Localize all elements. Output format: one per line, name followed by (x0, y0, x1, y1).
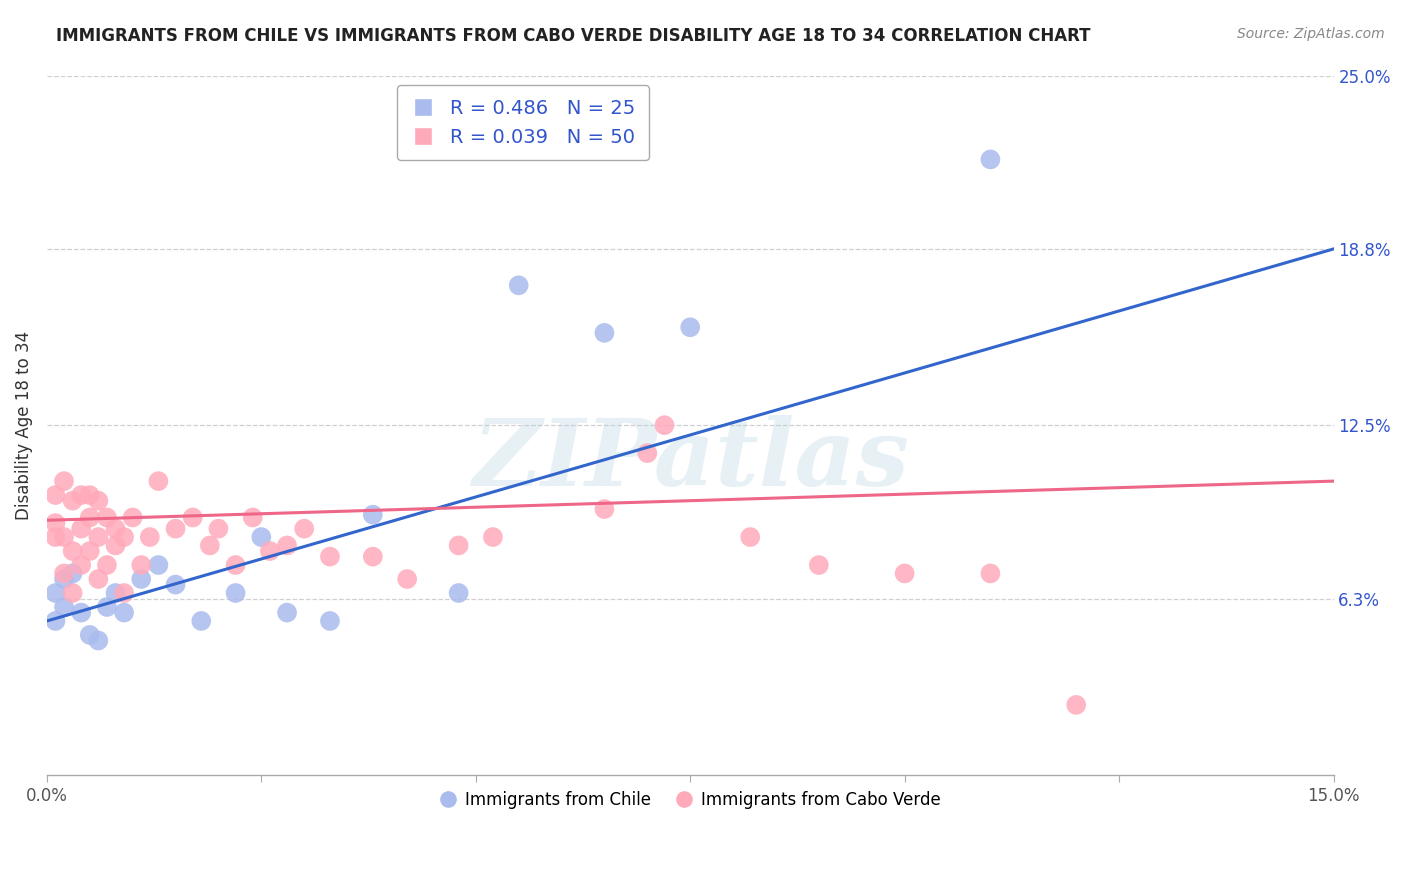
Point (104, 586, 127, 600)
Point (242, 510, 264, 524)
Point (139, 530, 162, 544)
Point (654, 418, 676, 433)
Point (96, 510, 118, 524)
Point (112, 586, 135, 600)
Point (979, 566, 1001, 581)
Point (62, 544, 84, 558)
Legend: Immigrants from Chile, Immigrants from Cabo Verde: Immigrants from Chile, Immigrants from C… (433, 784, 948, 815)
Point (148, 474, 170, 488)
Y-axis label: Disability Age 18 to 34: Disability Age 18 to 34 (15, 331, 32, 520)
Point (361, 549, 384, 564)
Point (207, 522, 229, 536)
Point (292, 522, 315, 536)
Point (198, 538, 221, 552)
Point (447, 538, 470, 552)
Point (148, 558, 170, 572)
Point (96, 599, 118, 614)
Point (70, 558, 93, 572)
Point (893, 566, 915, 581)
Point (53, 474, 76, 488)
Point (319, 614, 342, 628)
Point (740, 530, 762, 544)
Point (508, 278, 530, 293)
Point (53, 599, 76, 614)
Point (276, 538, 298, 552)
Point (112, 606, 135, 620)
Point (165, 522, 187, 536)
Point (53, 530, 76, 544)
Point (87, 633, 110, 648)
Point (104, 522, 127, 536)
Text: IMMIGRANTS FROM CHILE VS IMMIGRANTS FROM CABO VERDE DISABILITY AGE 18 TO 34 CORR: IMMIGRANTS FROM CHILE VS IMMIGRANTS FROM… (56, 27, 1091, 45)
Point (96, 558, 118, 572)
Point (979, 153, 1001, 167)
Point (361, 508, 384, 522)
Point (129, 558, 152, 572)
Point (129, 572, 152, 586)
Point (679, 320, 702, 334)
Point (112, 530, 135, 544)
Point (79, 488, 101, 502)
Point (181, 510, 204, 524)
Point (1064, 698, 1087, 712)
Point (62, 586, 84, 600)
Point (44, 614, 66, 628)
Point (104, 538, 127, 552)
Point (593, 502, 616, 516)
Point (79, 544, 101, 558)
Point (225, 558, 247, 572)
Point (87, 530, 110, 544)
Text: Source: ZipAtlas.com: Source: ZipAtlas.com (1237, 27, 1385, 41)
Point (121, 510, 143, 524)
Point (79, 510, 101, 524)
Point (165, 577, 187, 591)
Point (44, 488, 66, 502)
Point (44, 530, 66, 544)
Point (62, 566, 84, 581)
Point (636, 446, 658, 460)
Point (225, 586, 247, 600)
Point (259, 544, 281, 558)
Point (44, 586, 66, 600)
Point (87, 493, 110, 508)
Point (447, 586, 470, 600)
Point (53, 566, 76, 581)
Point (396, 572, 419, 586)
Point (250, 530, 273, 544)
Point (190, 614, 212, 628)
Point (44, 516, 66, 530)
Point (319, 549, 342, 564)
Point (70, 488, 93, 502)
Point (87, 572, 110, 586)
Point (807, 558, 830, 572)
Point (482, 530, 505, 544)
Point (276, 606, 298, 620)
Text: ZIPatlas: ZIPatlas (471, 415, 908, 505)
Point (70, 606, 93, 620)
Point (79, 628, 101, 642)
Point (53, 572, 76, 586)
Point (70, 522, 93, 536)
Point (62, 493, 84, 508)
Point (593, 326, 616, 340)
